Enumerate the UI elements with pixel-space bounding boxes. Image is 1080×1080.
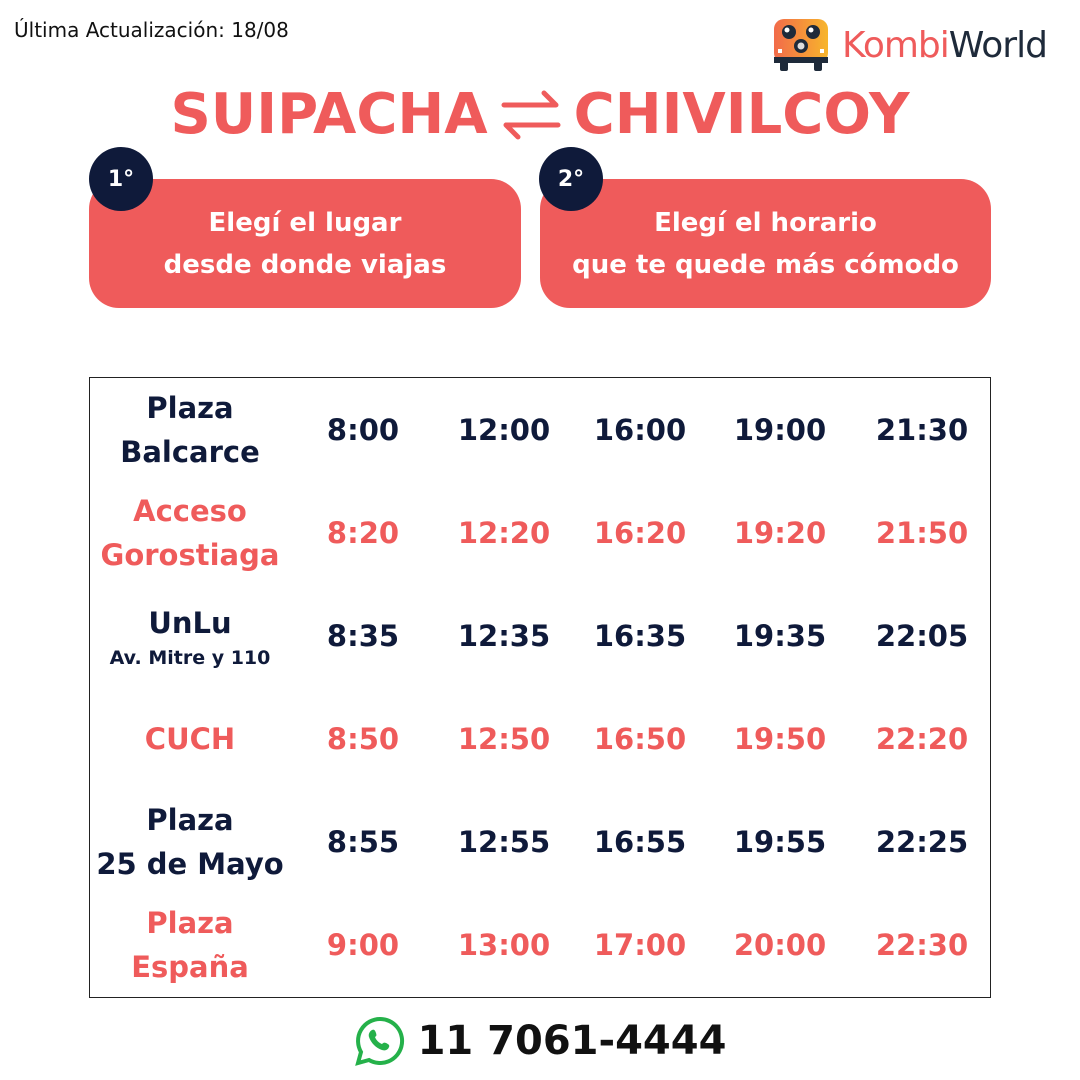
departure-time: 16:50 bbox=[593, 721, 687, 756]
departure-time: 12:00 bbox=[457, 412, 551, 447]
step-1-line1: Elegí el lugar bbox=[208, 207, 402, 238]
step-2-line1: Elegí el horario bbox=[654, 207, 877, 238]
table-row: Plaza 25 de Mayo 8:55 12:55 16:55 19:55 22:25 bbox=[90, 790, 990, 893]
stop-line1: Plaza bbox=[146, 390, 234, 425]
departure-time: 22:05 bbox=[875, 618, 969, 653]
logo-world: World bbox=[948, 24, 1048, 66]
departure-time: 12:55 bbox=[457, 824, 551, 859]
departure-time: 19:55 bbox=[733, 824, 827, 859]
contact-phone[interactable]: 11 7061-4444 bbox=[0, 1015, 1080, 1067]
stop-name: Acceso Gorostiaga bbox=[90, 481, 290, 584]
departure-time: 8:20 bbox=[326, 515, 400, 550]
stop-name: CUCH bbox=[90, 687, 290, 790]
step-2-badge: 2° bbox=[539, 147, 603, 211]
destination: CHIVILCOY bbox=[573, 82, 910, 147]
stop-name: Plaza 25 de Mayo bbox=[90, 790, 290, 893]
origin: SUIPACHA bbox=[170, 82, 488, 147]
stop-line1: Acceso bbox=[133, 493, 247, 528]
step-2-card: Elegí el horario que te quede más cómodo bbox=[540, 179, 991, 308]
departure-time: 20:00 bbox=[733, 927, 827, 962]
whatsapp-icon bbox=[354, 1016, 404, 1066]
table-row: Plaza Balcarce 8:00 12:00 16:00 19:00 21:30 bbox=[90, 378, 990, 481]
route-title: SUIPACHA CHIVILCOY bbox=[0, 82, 1080, 147]
departure-time: 12:20 bbox=[457, 515, 551, 550]
swap-arrows-icon bbox=[501, 90, 561, 139]
departure-time: 16:00 bbox=[593, 412, 687, 447]
departure-time: 22:20 bbox=[875, 721, 969, 756]
departure-time: 17:00 bbox=[593, 927, 687, 962]
stop-name: UnLu Av. Mitre y 110 bbox=[90, 584, 290, 687]
departure-time: 19:20 bbox=[733, 515, 827, 550]
table-row: UnLu Av. Mitre y 110 8:35 12:35 16:35 19:35 22… bbox=[90, 584, 990, 687]
departure-time: 8:35 bbox=[326, 618, 400, 653]
departure-time: 16:35 bbox=[593, 618, 687, 653]
departure-time: 19:50 bbox=[733, 721, 827, 756]
departure-time: 12:35 bbox=[457, 618, 551, 653]
step-1-badge: 1° bbox=[89, 147, 153, 211]
departure-time: 9:00 bbox=[326, 927, 400, 962]
last-update: Última Actualización: 18/08 bbox=[14, 18, 289, 42]
departure-time: 19:35 bbox=[733, 618, 827, 653]
departure-time: 19:00 bbox=[733, 412, 827, 447]
table-row: Plaza España 9:00 13:00 17:00 20:00 22:30 bbox=[90, 893, 990, 996]
stop-line1: Plaza bbox=[146, 802, 234, 837]
stop-name: Plaza Balcarce bbox=[90, 378, 290, 481]
stop-line1: UnLu bbox=[148, 605, 232, 640]
departure-time: 22:25 bbox=[875, 824, 969, 859]
step-2-line2: que te quede más cómodo bbox=[572, 249, 959, 280]
departure-time: 8:50 bbox=[326, 721, 400, 756]
stop-line2: 25 de Mayo bbox=[96, 846, 284, 881]
stop-line2: Gorostiaga bbox=[100, 537, 280, 572]
stop-line2: Balcarce bbox=[120, 434, 260, 469]
logo-kombi: Kombi bbox=[842, 24, 950, 66]
departure-time: 21:50 bbox=[875, 515, 969, 550]
kombi-bus-icon bbox=[774, 19, 828, 71]
table-row: Acceso Gorostiaga 8:20 12:20 16:20 19:20 21:50 bbox=[90, 481, 990, 584]
departure-time: 21:30 bbox=[875, 412, 969, 447]
departure-time: 16:55 bbox=[593, 824, 687, 859]
stop-address: Av. Mitre y 110 bbox=[109, 646, 271, 669]
stop-line1: CUCH bbox=[144, 721, 236, 756]
departure-time: 12:50 bbox=[457, 721, 551, 756]
stop-line1: Plaza bbox=[146, 905, 234, 940]
step-1-card: Elegí el lugar desde donde viajas bbox=[89, 179, 521, 308]
schedule-table: Plaza Balcarce 8:00 12:00 16:00 19:00 21:30 Acc… bbox=[89, 377, 991, 998]
stop-line2: España bbox=[131, 949, 249, 984]
table-row: CUCH 8:50 12:50 16:50 19:50 22:20 bbox=[90, 687, 990, 790]
departure-time: 13:00 bbox=[457, 927, 551, 962]
departure-time: 16:20 bbox=[593, 515, 687, 550]
departure-time: 22:30 bbox=[875, 927, 969, 962]
stop-name: Plaza España bbox=[90, 893, 290, 996]
departure-time: 8:55 bbox=[326, 824, 400, 859]
kombiworld-logo: KombiWorld bbox=[772, 17, 1048, 73]
departure-time: 8:00 bbox=[326, 412, 400, 447]
step-1-line2: desde donde viajas bbox=[163, 249, 447, 280]
phone-number: 11 7061-4444 bbox=[417, 1018, 727, 1064]
